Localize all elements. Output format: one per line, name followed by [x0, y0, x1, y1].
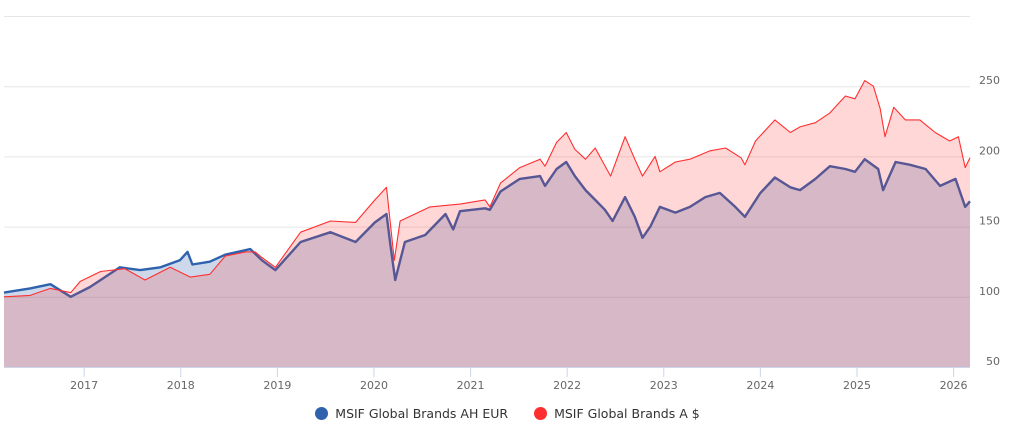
x-axis: 2017 2018 2019 2020 2021 2022 2023 2024 2025 2026: [70, 367, 968, 392]
x-tick-label: 2019: [263, 379, 291, 392]
legend-marker-icon: [315, 407, 329, 420]
x-tick-label: 2021: [457, 379, 485, 392]
series-ah-eur: [3, 158, 971, 367]
x-tick-label: 2018: [167, 379, 195, 392]
x-tick-label: 2017: [70, 379, 98, 392]
series-a-usd: [3, 80, 971, 367]
legend-item-a-usd[interactable]: MSIF Global Brands A $: [534, 406, 700, 421]
chart: 2017 2018 2019 2020 2021 2022 2023 2024 2025 2026…: [3, 16, 1000, 392]
series-line: [3, 158, 971, 298]
legend-label: MSIF Global Brands AH EUR: [335, 406, 509, 421]
y-gridlines: [4, 16, 970, 298]
legend: MSIF Global Brands AH EUR MSIF Global Br…: [0, 406, 1015, 421]
y-tick-label: 100: [979, 285, 1000, 298]
x-tick-label: 2023: [650, 379, 678, 392]
y-tick-label: 200: [979, 144, 1000, 157]
legend-item-ah-eur[interactable]: MSIF Global Brands AH EUR: [315, 406, 508, 421]
x-tick-label: 2024: [746, 379, 774, 392]
legend-label: MSIF Global Brands A $: [554, 406, 700, 421]
x-tick-label: 2026: [940, 379, 968, 392]
series-area: [4, 80, 970, 367]
y-tick-label: 250: [979, 74, 1000, 87]
y-axis: 50 100 150 200 250: [979, 74, 1000, 368]
x-tick-label: 2025: [843, 379, 871, 392]
series-area: [4, 159, 970, 367]
series-line: [3, 80, 971, 298]
series-layer: [3, 80, 971, 367]
legend-marker-icon: [534, 407, 548, 420]
y-tick-label: 150: [979, 215, 1000, 228]
y-tick-label: 50: [986, 355, 1000, 368]
x-tick-label: 2020: [360, 379, 388, 392]
x-tick-label: 2022: [553, 379, 581, 392]
